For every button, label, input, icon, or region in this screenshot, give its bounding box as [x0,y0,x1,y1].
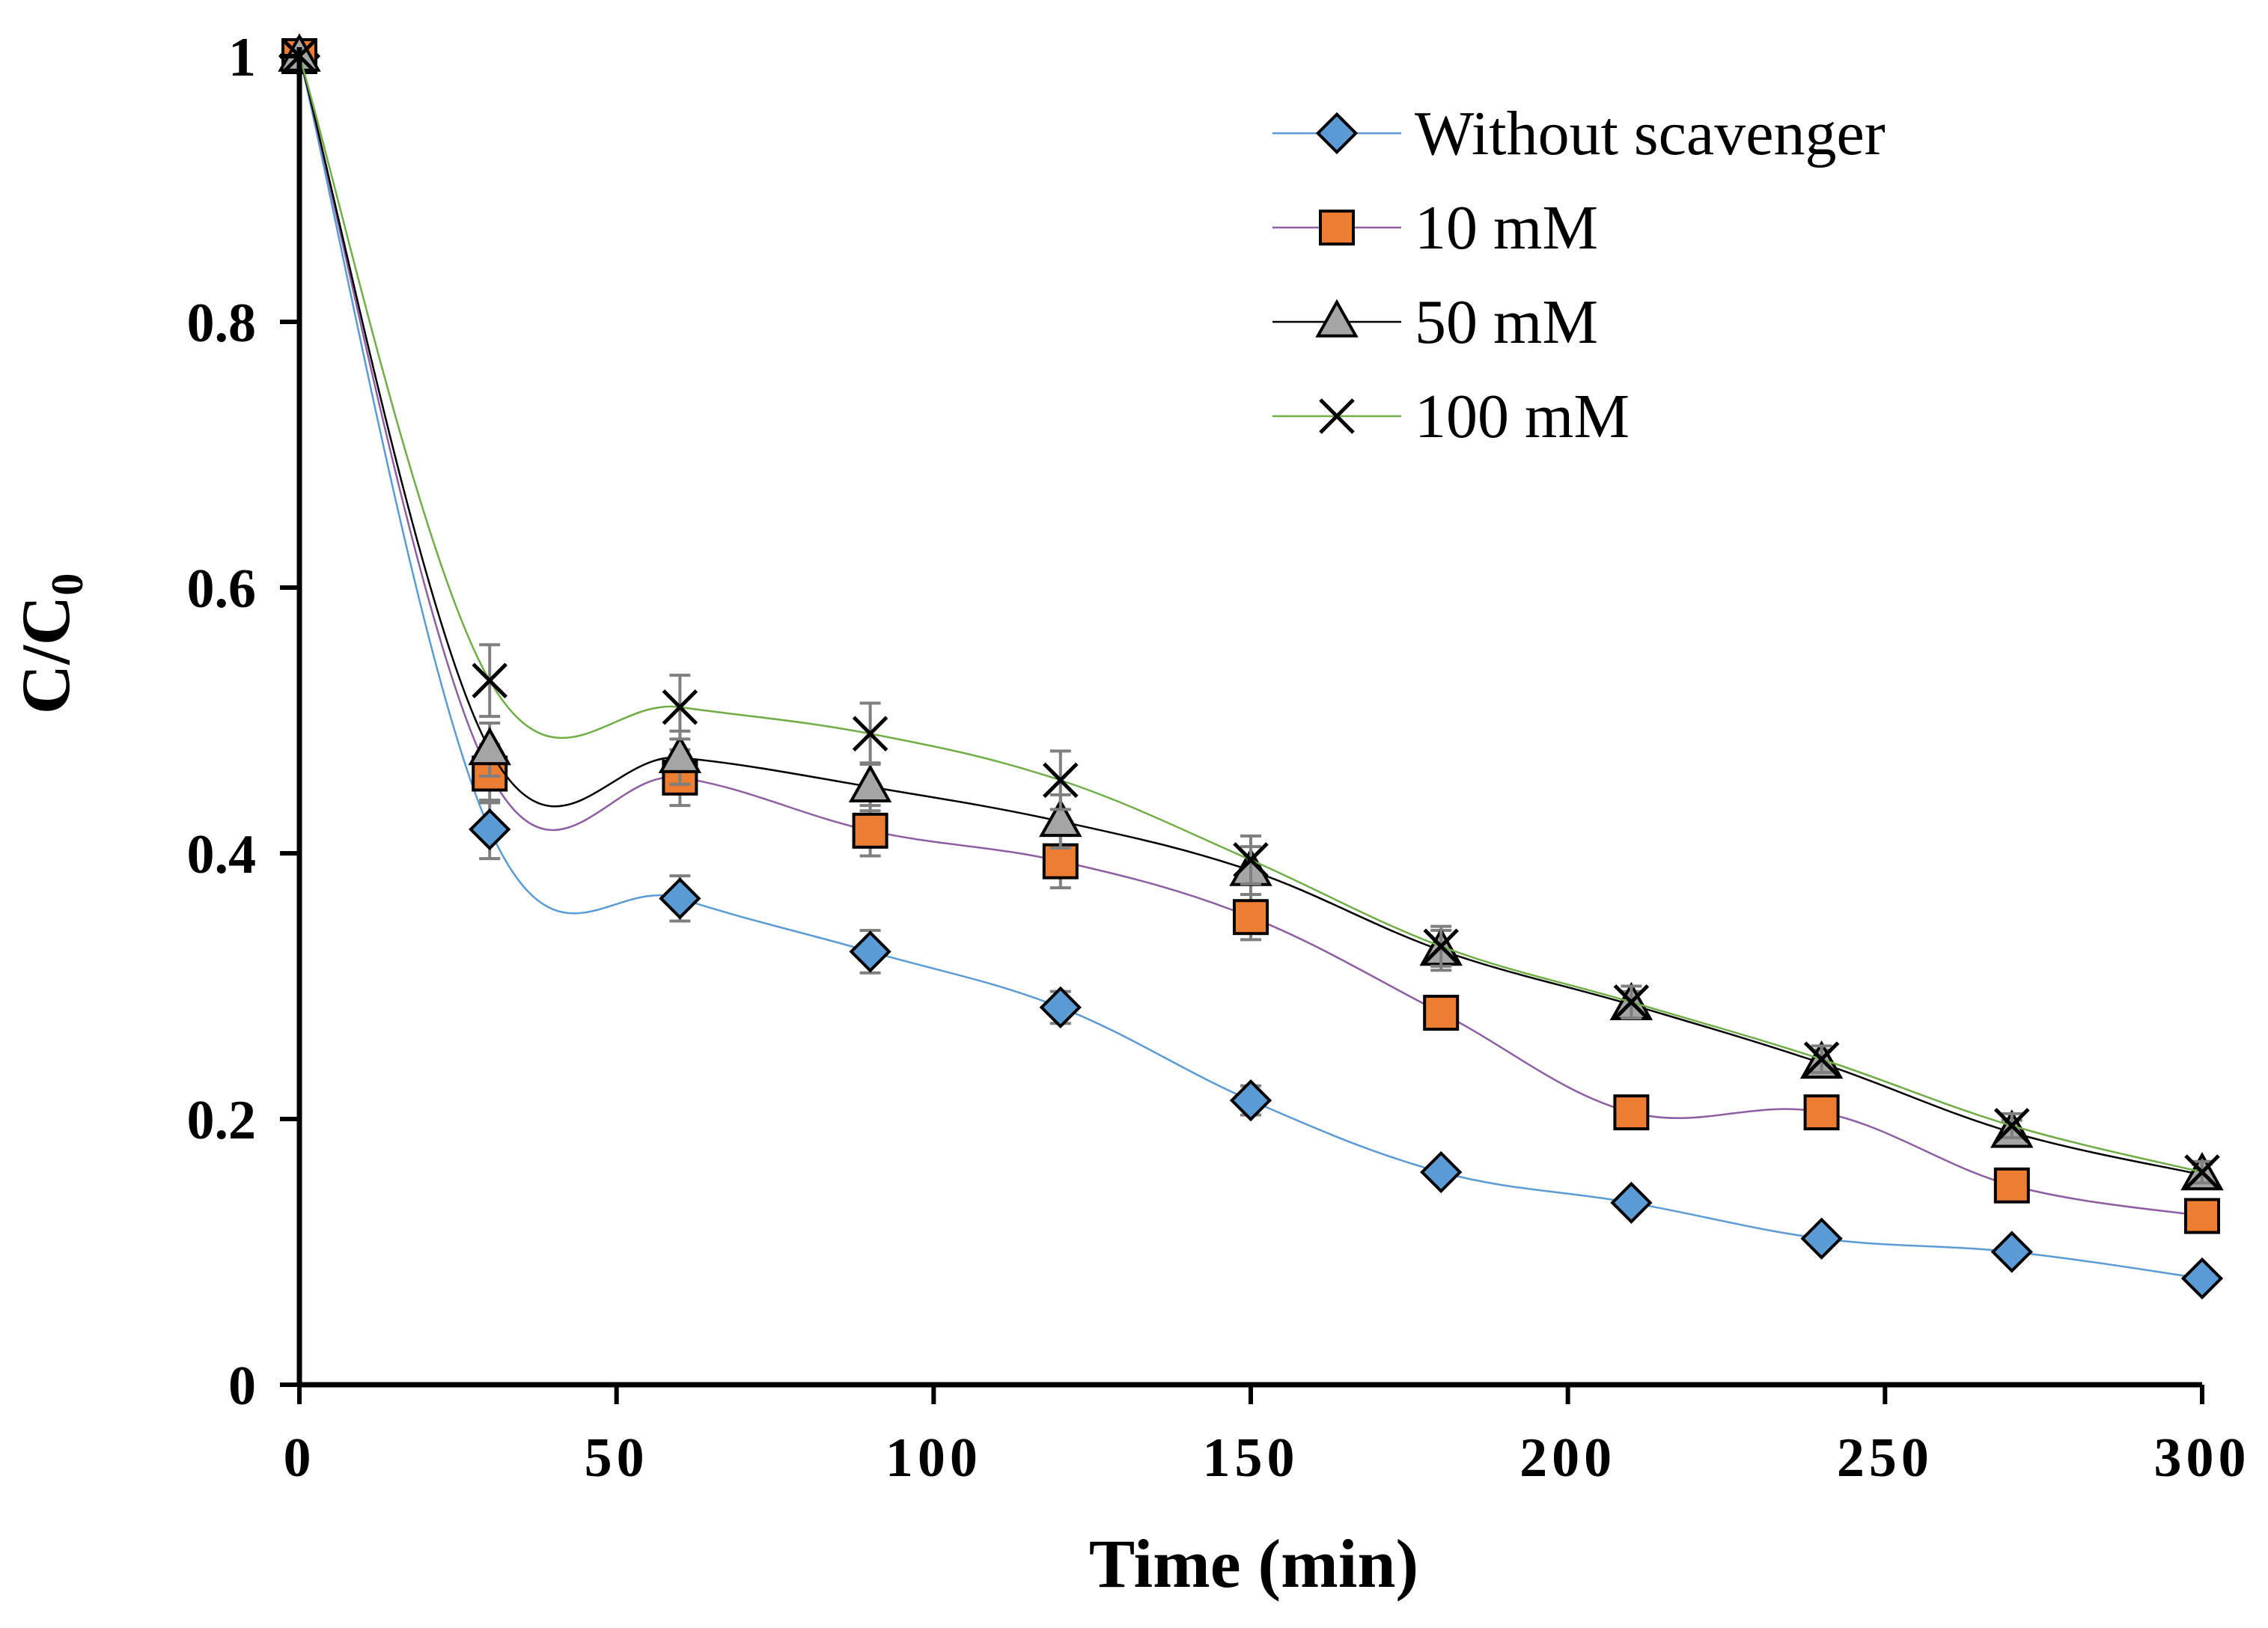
data-point [1420,1150,1463,1194]
data-point [468,727,511,766]
data-point [2184,1198,2220,1234]
data-point [1613,1094,1650,1131]
data-point-stroke-b [472,662,507,699]
data-point-stroke-b [662,689,698,725]
legend-marker [1315,112,1359,155]
data-point-stroke-b [2184,1154,2220,1190]
series-without-scavenger [278,34,2224,1300]
series-100-mm [281,38,2220,1190]
data-point [659,877,701,920]
data-point [1233,842,1269,878]
legend-marker [1319,210,1355,246]
legend-label: 100 mM [1415,382,1630,451]
x-tick-label: 200 [1519,1427,1616,1489]
x-tick-label: 100 [885,1427,982,1489]
data-point-stroke-b [1043,762,1079,799]
legend-label: 50 mM [1415,287,1598,357]
x-tick-label: 0 [284,1427,316,1489]
legend-marker [1319,398,1355,434]
y-axis-title: C/C0 [7,573,92,714]
data-point [852,716,888,752]
data-point [1800,1217,1843,1260]
x-tick-label: 150 [1203,1427,1299,1489]
series-line [298,55,2203,1174]
data-point [1042,843,1079,879]
x-axis-title: Time (min) [1089,1525,1418,1602]
legend: Without scavenger 10 mM 50 mM 100 mM [1272,99,1886,451]
data-point-stroke-b [852,716,888,752]
legend-label: 10 mM [1415,193,1598,263]
y-tick-label: 0.6 [187,558,257,620]
data-point [1803,1041,1840,1077]
data-point [1039,986,1082,1029]
data-point [852,812,888,849]
data-point [469,808,511,851]
data-point [1423,995,1460,1031]
data-point [1039,798,1082,838]
data-point-stroke-b [1803,1041,1840,1077]
data-point [1803,1094,1840,1131]
data-point [472,662,507,699]
data-point [1613,984,1650,1020]
data-point [1994,1108,2030,1144]
legend-entry: 50 mM [1272,287,1598,357]
y-axis-title-subscript: 0 [43,573,92,596]
legend-label: Without scavenger [1415,99,1886,168]
data-point-stroke-b [1233,842,1269,878]
data-point [2184,1154,2220,1190]
data-point [1610,1181,1653,1224]
x-tick-label: 300 [2154,1427,2251,1489]
data-point [1993,1167,2030,1204]
legend-entry: 10 mM [1272,193,1598,263]
legend-marker-stroke-b [1319,398,1355,434]
data-point [849,930,891,973]
data-point [658,734,702,773]
y-tick-label: 0.2 [187,1090,257,1151]
legend-marker [1315,299,1359,338]
data-point [662,689,698,725]
legend-entry: Without scavenger [1272,99,1886,168]
data-point-stroke-b [1423,928,1459,965]
data-point [1423,928,1459,965]
x-tick-label: 50 [585,1427,649,1489]
data-point [1229,1079,1272,1122]
y-tick-label: 0.8 [187,293,257,354]
y-tick-label: 1 [228,27,256,88]
y-tick-label: 0 [228,1356,256,1417]
legend-entry: 100 mM [1272,382,1630,451]
data-point-stroke-b [1994,1108,2030,1144]
data-point [848,763,892,802]
data-point [1043,762,1079,799]
axes-layer: 0 0.2 0.4 0.6 0.8 1 0 50 100 150 200 250 300 [187,27,2251,1489]
data-point [2180,1257,2224,1300]
data-point [1990,1231,2033,1273]
x-tick-label: 250 [1837,1427,1933,1489]
data-point-stroke-b [1613,984,1650,1020]
y-tick-label: 0.4 [187,824,257,885]
y-axis-title-main: C/C [7,596,84,714]
data-point [1233,899,1269,936]
